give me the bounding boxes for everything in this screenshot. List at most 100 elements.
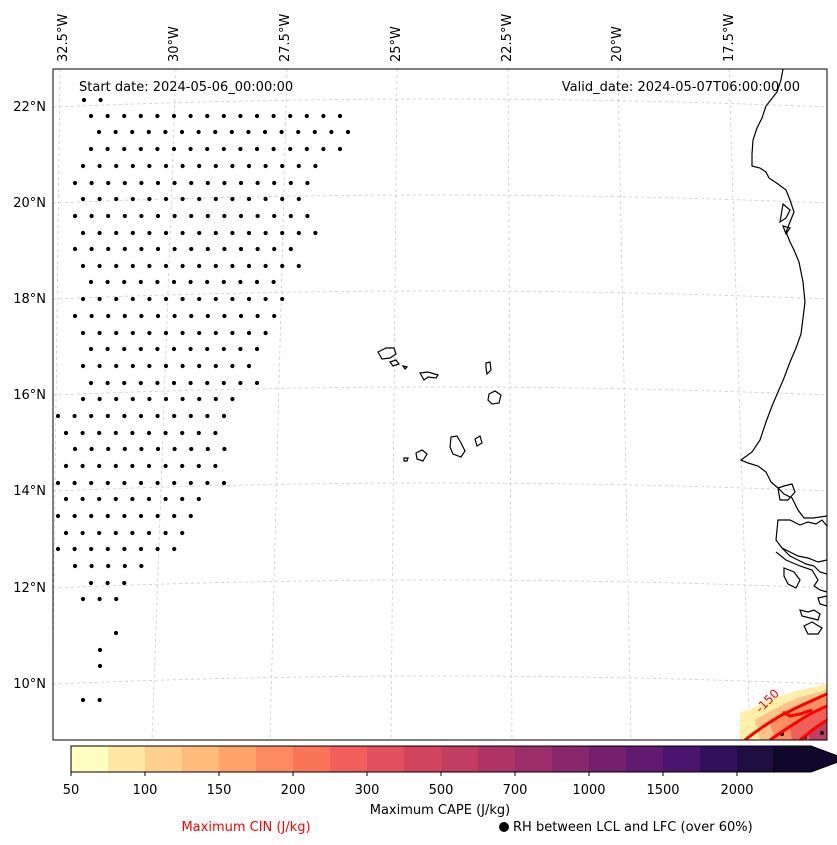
rh-dot bbox=[254, 380, 260, 386]
rh-dot bbox=[130, 463, 135, 469]
rh-dot bbox=[89, 446, 94, 452]
rh-dot bbox=[138, 513, 144, 519]
rh-dot bbox=[288, 113, 293, 119]
grid-line-27-5w bbox=[269, 69, 288, 740]
rh-dot bbox=[254, 146, 260, 152]
rh-dot bbox=[89, 563, 94, 569]
rh-dot bbox=[188, 146, 193, 152]
rh-dot bbox=[313, 163, 318, 169]
rh-dot bbox=[105, 279, 110, 285]
grid-line-12n bbox=[53, 579, 827, 589]
rh-dot bbox=[138, 279, 143, 285]
rh-dot bbox=[80, 163, 86, 169]
rh-dot bbox=[180, 330, 185, 336]
rh-dot bbox=[130, 296, 135, 302]
rh-legend-label: RH between LCL and LFC (over 60%) bbox=[513, 820, 753, 835]
colorbar-tick-label: 1500 bbox=[646, 783, 679, 798]
rh-dot bbox=[246, 363, 252, 369]
rh-dot bbox=[122, 546, 127, 552]
rh-dot bbox=[213, 163, 218, 169]
rh-dot bbox=[197, 363, 202, 369]
rh-dot bbox=[80, 496, 85, 502]
rh-dot bbox=[313, 230, 318, 236]
rh-dot bbox=[222, 180, 227, 186]
rh-dot bbox=[205, 480, 210, 486]
rh-dot bbox=[205, 113, 210, 119]
rh-dot bbox=[271, 113, 276, 119]
rh-dot bbox=[180, 263, 185, 269]
rh-dot bbox=[305, 213, 310, 219]
rh-dot bbox=[72, 563, 78, 569]
rh-dot bbox=[105, 413, 110, 419]
rh-dot bbox=[155, 180, 161, 186]
colorbar-segment bbox=[626, 746, 664, 772]
colorbar-tick-label: 50 bbox=[63, 783, 80, 798]
rh-dot bbox=[146, 129, 151, 135]
rh-dot bbox=[163, 230, 169, 236]
rh-dot bbox=[155, 313, 161, 319]
rh-dot bbox=[188, 346, 193, 352]
rh-dot bbox=[163, 496, 168, 502]
rh-dot bbox=[89, 246, 94, 252]
grid-line-20n bbox=[53, 194, 827, 204]
rh-dot bbox=[72, 213, 78, 219]
island-maio bbox=[474, 435, 483, 447]
lon-label-30w: 30°W bbox=[167, 26, 182, 62]
rh-dot bbox=[163, 363, 169, 369]
rh-dot bbox=[180, 430, 185, 436]
rh-dot bbox=[296, 263, 301, 269]
rh-dot bbox=[138, 546, 144, 552]
rh-dot bbox=[130, 263, 135, 269]
rh-dot bbox=[271, 146, 276, 152]
rh-dot bbox=[254, 113, 260, 119]
rh-dot bbox=[89, 213, 94, 219]
rh-dot bbox=[213, 330, 218, 336]
rh-dot bbox=[114, 230, 119, 236]
grid-line-22n bbox=[53, 98, 827, 108]
rh-dot bbox=[230, 396, 235, 402]
grid-line-30w bbox=[151, 69, 177, 740]
colorbar-segment bbox=[737, 746, 775, 772]
grid-line-17-5w bbox=[728, 69, 751, 740]
rh-dot bbox=[246, 230, 252, 236]
rh-dot bbox=[272, 313, 277, 319]
lat-label-20n: 20°N bbox=[13, 196, 46, 211]
colorbar-segment bbox=[700, 746, 738, 772]
rh-dot bbox=[147, 163, 152, 169]
rh-dot bbox=[114, 363, 119, 369]
rh-dot bbox=[63, 530, 69, 536]
rh-dot bbox=[196, 463, 201, 469]
rh-dot bbox=[163, 396, 169, 402]
rh-dot bbox=[238, 346, 243, 352]
rh-dot bbox=[155, 546, 160, 552]
rh-dot bbox=[246, 296, 252, 302]
rh-dot bbox=[172, 513, 177, 519]
rh-dot bbox=[139, 246, 144, 252]
colorbar-tick-label: 500 bbox=[429, 783, 454, 798]
rh-dot bbox=[147, 230, 152, 236]
rh-dot bbox=[188, 413, 193, 419]
rh-dot bbox=[280, 296, 285, 302]
rh-dot bbox=[238, 213, 244, 219]
rh-dot bbox=[97, 196, 102, 202]
rh-dot bbox=[188, 279, 193, 285]
rh-dot bbox=[254, 279, 260, 285]
rh-dot bbox=[205, 180, 210, 186]
island-brava bbox=[403, 457, 409, 462]
rh-dot bbox=[246, 263, 252, 269]
rh-dot bbox=[113, 530, 118, 536]
rh-dot bbox=[155, 513, 160, 519]
rh-dot bbox=[113, 430, 118, 436]
rh-dot bbox=[255, 246, 260, 252]
rh-dot bbox=[213, 396, 218, 402]
rh-dot bbox=[238, 180, 244, 186]
rh-dot bbox=[221, 480, 227, 486]
rh-dot bbox=[180, 363, 185, 369]
rh-dot bbox=[171, 380, 177, 386]
rh-dot bbox=[238, 146, 243, 152]
rh-dot bbox=[97, 396, 102, 402]
colorbar-ticks: 50 100 150 200 300 500 700 1000 1500 2000 bbox=[63, 772, 754, 798]
valid-date-label: Valid_date: 2024-05-07T06:00:00.00 bbox=[562, 80, 800, 95]
rh-dot bbox=[263, 330, 268, 336]
rh-dot bbox=[180, 463, 185, 469]
